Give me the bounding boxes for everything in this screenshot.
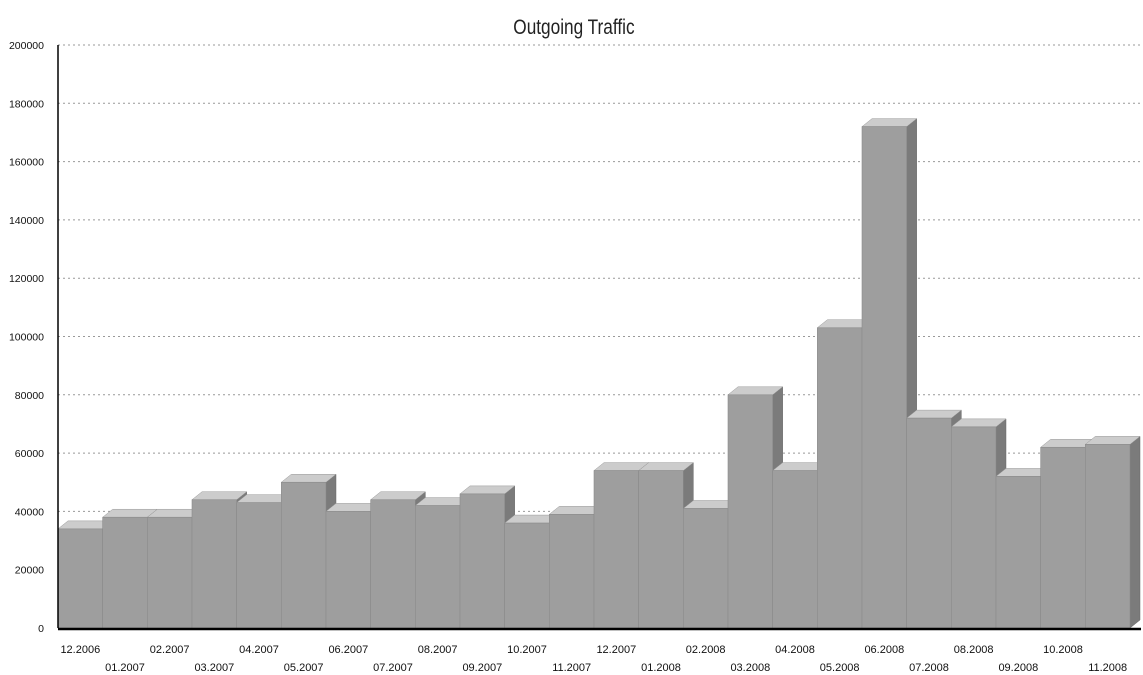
bar-front	[772, 470, 818, 629]
x-tick-label: 12.2007	[596, 644, 636, 656]
bar-front	[995, 476, 1041, 629]
bar-front	[951, 426, 997, 629]
bar	[861, 118, 918, 629]
y-tick-label: 180000	[9, 98, 44, 110]
x-tick-label: 01.2007	[105, 662, 145, 674]
bar-front	[281, 481, 327, 629]
bar-top	[280, 474, 337, 483]
bar-front	[102, 516, 148, 629]
bar-front	[861, 126, 907, 629]
bar-top	[727, 386, 784, 396]
bar-front	[191, 499, 237, 629]
y-tick-label: 20000	[15, 565, 44, 577]
x-tick-labels: 12.2006 01.2007 02.2007 03.2007 04.2007 05.20…	[60, 644, 1127, 674]
x-tick-label: 01.2008	[641, 662, 681, 674]
bar-front	[1085, 444, 1131, 629]
x-tick-label: 05.2007	[284, 662, 324, 674]
x-tick-label: 11.2007	[552, 662, 591, 674]
x-tick-label: 09.2008	[998, 662, 1038, 674]
x-tick-label: 02.2008	[686, 644, 726, 656]
x-tick-label: 08.2008	[954, 644, 994, 656]
bar	[1084, 435, 1141, 629]
y-tick-label: 120000	[9, 273, 44, 285]
bar-top	[637, 462, 695, 471]
bar-front	[817, 327, 863, 629]
bar-front	[325, 511, 371, 629]
bar-front	[638, 470, 684, 629]
x-tick-label: 04.2008	[775, 644, 815, 656]
bar-front	[236, 502, 282, 629]
bar-front	[504, 522, 550, 629]
y-tick-label: 60000	[15, 448, 44, 460]
bar-top	[950, 418, 1007, 428]
y-tick-label: 80000	[15, 390, 44, 402]
x-tick-label: 03.2007	[194, 662, 234, 674]
y-tick-label: 140000	[9, 215, 44, 227]
x-tick-label: 08.2007	[418, 644, 458, 656]
bar-front	[727, 394, 773, 629]
bar-front	[147, 516, 193, 629]
bar-front	[549, 514, 595, 629]
x-tick-label: 05.2008	[820, 662, 860, 674]
x-tick-label: 07.2007	[373, 662, 413, 674]
x-tick-label: 09.2007	[462, 662, 502, 674]
bar-top	[459, 485, 516, 495]
bar-front	[415, 505, 461, 629]
bar-top	[905, 409, 963, 419]
y-tick-label: 40000	[15, 506, 44, 518]
bar-front	[683, 508, 729, 629]
x-tick-label: 10.2008	[1043, 644, 1083, 656]
x-tick-label: 10.2007	[507, 644, 547, 656]
bar-top	[369, 491, 427, 500]
y-tick-label: 100000	[9, 332, 44, 344]
bar-side	[1129, 435, 1141, 629]
x-tick-label: 03.2008	[730, 662, 770, 674]
x-tick-label: 07.2008	[909, 662, 949, 674]
bar-front	[593, 470, 639, 629]
bar-top	[1084, 436, 1141, 445]
bars	[57, 118, 1141, 629]
bar-front	[906, 417, 952, 629]
bar-top	[191, 491, 248, 500]
y-tick-label: 160000	[9, 157, 44, 169]
bar-top	[861, 118, 918, 127]
bar-front	[459, 493, 505, 629]
chart-title: Outgoing Traffic	[513, 16, 635, 39]
x-tick-label: 11.2008	[1088, 662, 1127, 674]
y-tick-label: 0	[38, 623, 44, 635]
bar-front	[1040, 446, 1086, 629]
axes	[57, 45, 1141, 631]
x-tick-label: 12.2006	[60, 644, 100, 656]
y-tick-label: 200000	[9, 40, 44, 52]
y-tick-labels: 0 20000 40000 60000 80000 100000 120000 140000 1…	[9, 40, 44, 635]
x-tick-label: 06.2008	[864, 644, 904, 656]
x-tick-label: 06.2007	[328, 644, 368, 656]
bar-front	[57, 528, 103, 629]
x-tick-label: 02.2007	[150, 644, 190, 656]
x-tick-label: 04.2007	[239, 644, 279, 656]
bar-front	[370, 499, 416, 629]
